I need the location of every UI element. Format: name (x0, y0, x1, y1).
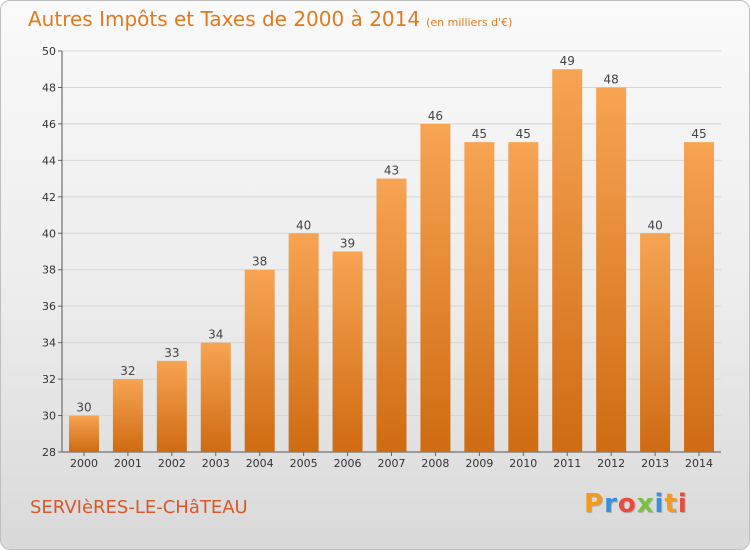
bar (420, 123, 451, 452)
logo-letter: o (617, 489, 637, 519)
data-label: 33 (164, 346, 179, 360)
bar (244, 269, 275, 452)
data-label: 45 (472, 127, 487, 141)
chart-unit-label: (en milliers d'€) (426, 16, 513, 29)
x-tick-label: 2001 (114, 457, 142, 470)
bars (68, 69, 715, 453)
logo-letter: i (654, 489, 665, 519)
data-label: 39 (340, 237, 355, 251)
bar (464, 142, 495, 453)
logo-letter: r (604, 489, 618, 519)
y-tick-label: 50 (42, 45, 56, 58)
x-tick-label: 2000 (70, 457, 98, 470)
x-tick-label: 2011 (553, 457, 581, 470)
x-tick-label: 2010 (509, 457, 537, 470)
bar (596, 87, 627, 453)
logo-letter: t (664, 489, 678, 519)
y-tick-label: 40 (42, 227, 56, 240)
logo-letter: P (584, 489, 605, 519)
y-tick-label: 44 (42, 154, 56, 167)
x-tick-label: 2006 (334, 457, 362, 470)
proxiti-logo[interactable]: Proxiti (584, 489, 688, 519)
data-label: 30 (76, 401, 91, 415)
data-label: 40 (647, 218, 662, 232)
bar (112, 379, 143, 452)
data-label: 46 (428, 109, 443, 123)
data-label: 49 (560, 54, 575, 68)
bar (200, 342, 231, 452)
y-tick-label: 38 (42, 264, 56, 277)
y-tick-label: 34 (42, 337, 56, 350)
x-tick-label: 2005 (290, 457, 318, 470)
y-tick-label: 46 (42, 118, 56, 131)
y-tick-label: 42 (42, 191, 56, 204)
y-tick-label: 36 (42, 300, 56, 313)
y-tick-label: 32 (42, 373, 56, 386)
y-tick-label: 48 (42, 81, 56, 94)
bar (376, 178, 407, 452)
y-tick-label: 30 (42, 410, 56, 423)
bar (332, 251, 363, 452)
y-tick-label: 28 (42, 446, 56, 459)
chart-title-text: Autres Impôts et Taxes de 2000 à 2014 (28, 7, 421, 31)
labels: 2000 30 2001 32 2002 33 2003 34 2004 38 2005 40 2006… (70, 54, 713, 470)
bar (156, 360, 187, 452)
x-tick-label: 2009 (465, 457, 493, 470)
data-label: 45 (516, 127, 531, 141)
bar (508, 142, 539, 453)
x-tick-label: 2003 (202, 457, 230, 470)
data-label: 34 (208, 328, 223, 342)
x-tick-label: 2002 (158, 457, 186, 470)
commune-name: SERVIèRES-LE-CHâTEAU (30, 497, 248, 518)
data-label: 38 (252, 255, 267, 269)
x-tick-label: 2014 (685, 457, 713, 470)
logo-letter: i (677, 489, 688, 519)
chart-title: Autres Impôts et Taxes de 2000 à 2014 (en… (28, 7, 512, 31)
x-tick-label: 2004 (246, 457, 274, 470)
data-label: 48 (604, 72, 619, 86)
logo-letter: x (636, 489, 655, 519)
x-tick-label: 2012 (597, 457, 625, 470)
bar (68, 415, 99, 452)
bar (640, 233, 671, 452)
x-tick-label: 2008 (421, 457, 449, 470)
data-label: 40 (296, 218, 311, 232)
x-tick-label: 2007 (378, 457, 406, 470)
data-label: 32 (120, 364, 135, 378)
bar (684, 142, 715, 453)
bar (288, 233, 319, 452)
bar (552, 69, 583, 453)
x-tick-label: 2013 (641, 457, 669, 470)
data-label: 45 (691, 127, 706, 141)
data-label: 43 (384, 164, 399, 178)
